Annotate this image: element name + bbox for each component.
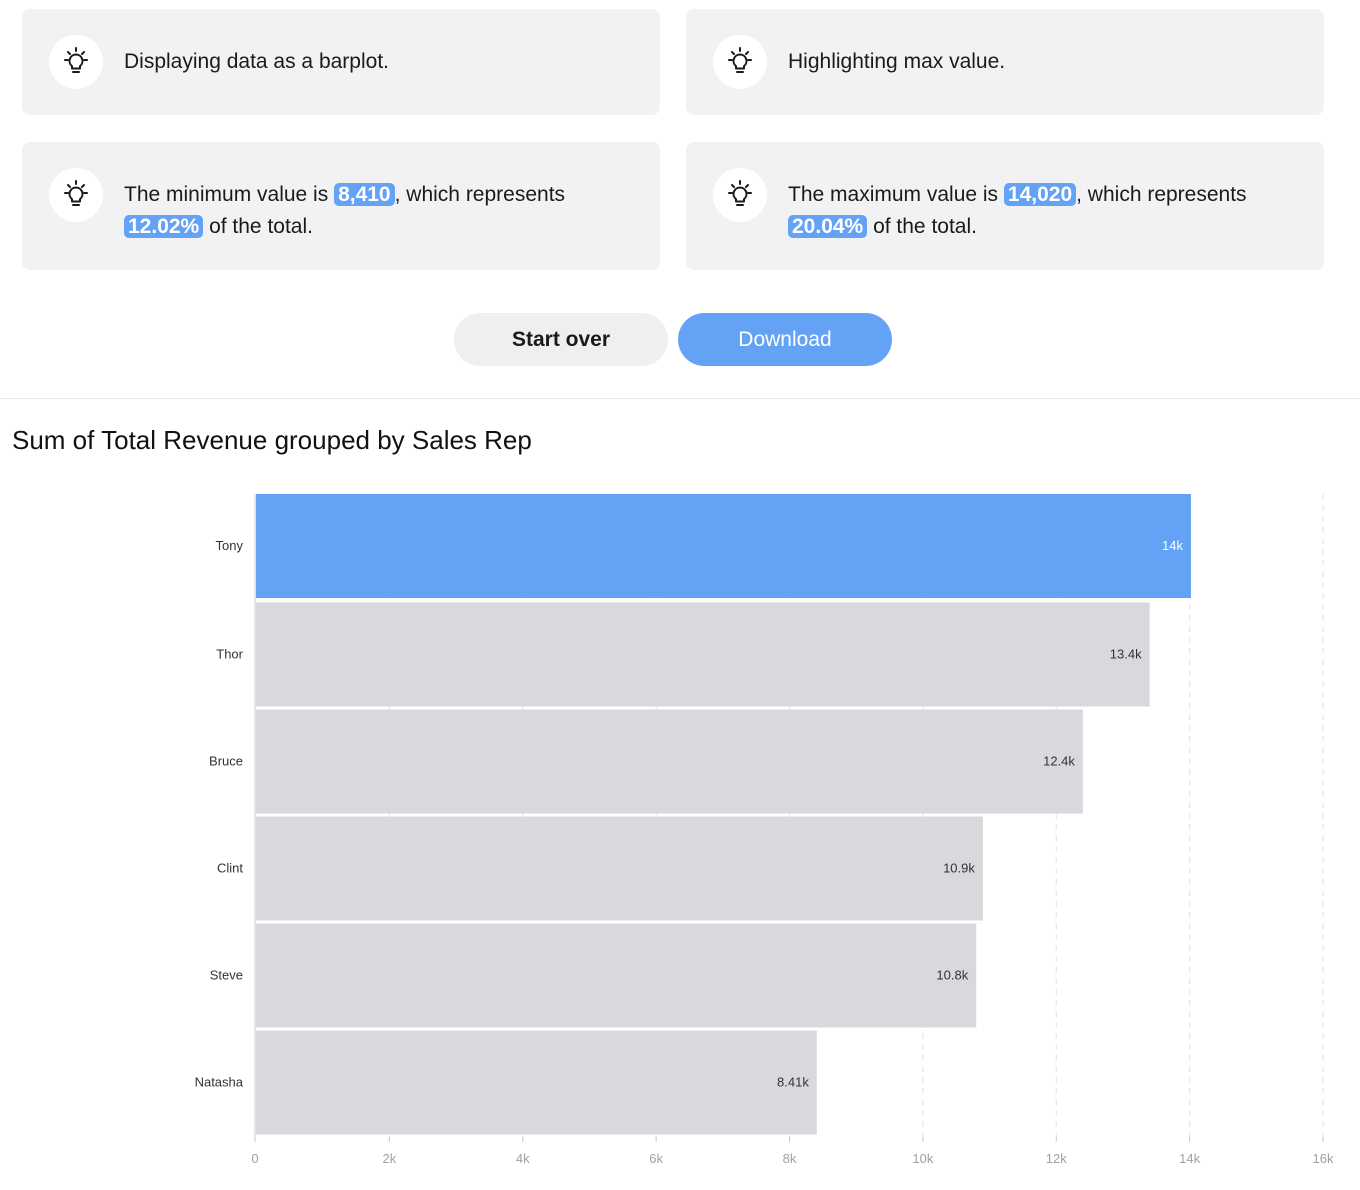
bar [256, 816, 983, 921]
bar-value-label: 14k [1162, 538, 1183, 553]
insight-card-highlight: Highlighting max value. [686, 9, 1324, 115]
highlighted-value: 20.04% [788, 215, 868, 238]
insight-text: Highlighting max value. [788, 46, 1284, 78]
bar-value-label: 12.4k [1043, 754, 1075, 769]
category-label: Thor [216, 647, 243, 662]
x-tick-label: 12k [1046, 1151, 1067, 1166]
bar [256, 1030, 817, 1135]
bar [256, 602, 1150, 707]
insight-text: Displaying data as a barplot. [124, 46, 620, 78]
chart-title: Sum of Total Revenue grouped by Sales Re… [12, 425, 532, 455]
section-divider [0, 398, 1360, 399]
insight-card-minimum: The minimum value is 8,410, which repres… [22, 142, 660, 270]
insight-text-segment: , which represents [1076, 183, 1247, 206]
download-button[interactable]: Download [678, 313, 892, 366]
bar [256, 709, 1083, 814]
lightbulb-icon [49, 168, 103, 222]
bar [256, 494, 1191, 598]
start-over-button[interactable]: Start over [454, 313, 668, 366]
insight-text: The maximum value is 14,020, which repre… [788, 179, 1284, 243]
insight-text-segment: of the total. [203, 215, 313, 238]
lightbulb-icon [49, 35, 103, 89]
x-tick-label: 10k [912, 1151, 933, 1166]
x-tick-label: 4k [516, 1151, 530, 1166]
category-label: Tony [216, 538, 244, 553]
insight-card-maximum: The maximum value is 14,020, which repre… [686, 142, 1324, 270]
x-tick-label: 14k [1179, 1151, 1200, 1166]
bar-value-label: 13.4k [1110, 647, 1142, 662]
lightbulb-icon [713, 168, 767, 222]
highlighted-value: 12.02% [124, 215, 204, 238]
insight-text-segment: , which represents [394, 183, 566, 206]
insight-text-segment: Highlighting max value. [788, 50, 1006, 73]
insight-text-segment: Displaying data as a barplot. [124, 50, 389, 73]
category-label: Bruce [209, 754, 243, 769]
category-label: Steve [210, 968, 243, 983]
x-tick-label: 16k [1313, 1151, 1334, 1166]
insight-text-segment: The minimum value is [124, 183, 335, 206]
x-tick-label: 6k [649, 1151, 663, 1166]
insight-card-chart-type: Displaying data as a barplot. [22, 9, 660, 115]
x-tick-label: 0 [251, 1151, 258, 1166]
bar-value-label: 8.41k [777, 1075, 809, 1090]
bar-value-label: 10.9k [943, 861, 975, 876]
insight-text: The minimum value is 8,410, which repres… [124, 179, 620, 243]
insight-text-segment: The maximum value is [788, 183, 1004, 206]
bar-chart: 14k Tony 13.4k Thor 12.4k Bruce 10.9k Clint 10.8… [195, 494, 1334, 1166]
highlighted-value: 8,410 [334, 183, 395, 206]
category-label: Natasha [195, 1075, 244, 1090]
category-label: Clint [217, 861, 243, 876]
x-tick-label: 8k [783, 1151, 797, 1166]
highlighted-value: 14,020 [1003, 183, 1077, 206]
x-tick-label: 2k [383, 1151, 397, 1166]
lightbulb-icon [713, 35, 767, 89]
bar-value-label: 10.8k [936, 968, 968, 983]
insight-text-segment: of the total. [867, 215, 977, 238]
bar [256, 923, 977, 1028]
